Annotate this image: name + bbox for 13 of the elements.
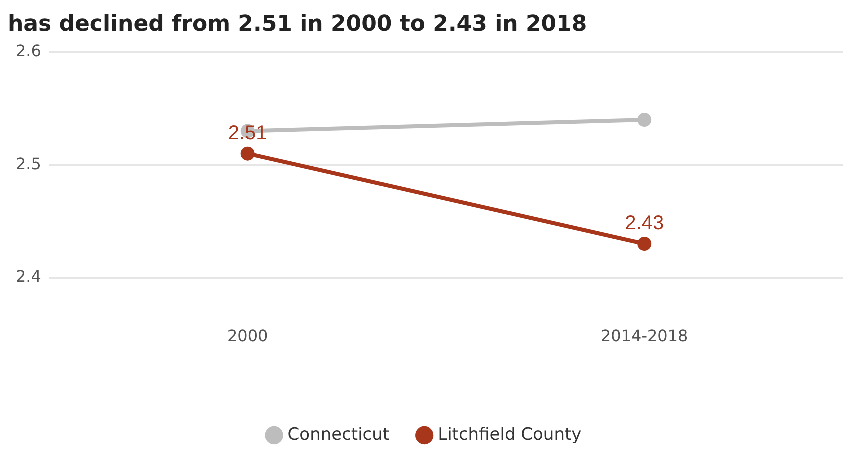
chart-title: has declined from 2.51 in 2000 to 2.43 in 2018 <box>8 12 588 37</box>
y-tick-label: 2.6 <box>16 42 42 61</box>
y-tick-label: 2.5 <box>16 154 42 174</box>
x-tick-label: 2014-2018 <box>601 326 688 346</box>
data-label: 2.43 <box>625 212 664 235</box>
data-label: 2.51 <box>228 122 268 144</box>
x-tick-label: 2000 <box>227 326 268 346</box>
legend-label: Litchfield County <box>438 424 582 445</box>
point <box>240 146 255 161</box>
point <box>638 113 652 128</box>
point <box>638 236 652 251</box>
y-tick-label: 2.4 <box>16 266 42 286</box>
legend-label: Connecticut <box>288 424 390 445</box>
